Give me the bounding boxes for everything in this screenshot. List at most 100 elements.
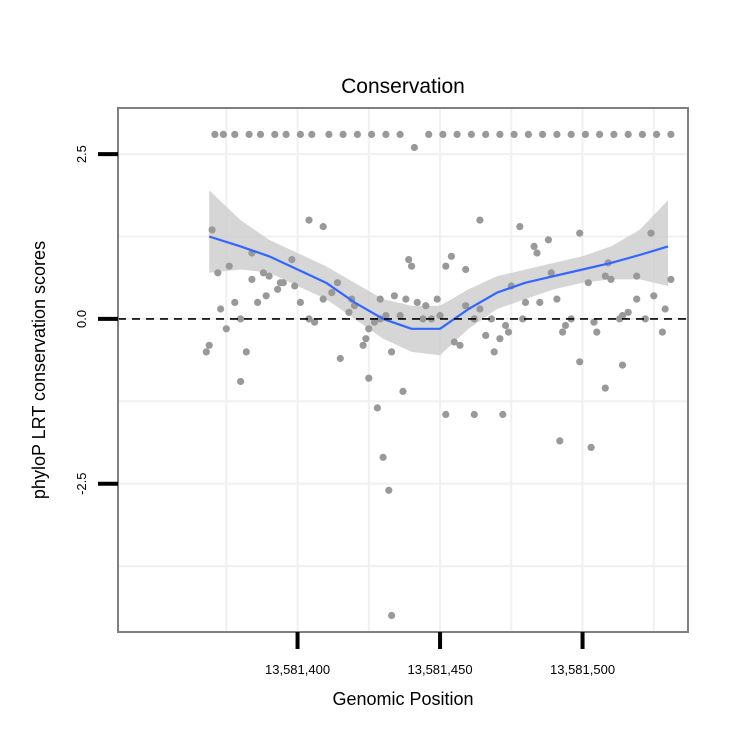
data-point (618, 361, 627, 369)
data-point (521, 298, 530, 306)
data-point (365, 374, 373, 382)
confidence-ribbon (209, 190, 668, 356)
data-point (256, 130, 265, 138)
data-point (396, 130, 404, 138)
data-point (553, 295, 561, 303)
data-point (231, 130, 239, 138)
data-point (450, 338, 458, 346)
data-point (388, 348, 396, 356)
data-point (376, 295, 384, 303)
data-point (219, 130, 227, 138)
data-point (222, 325, 230, 333)
y-tick-label: 0.0 (74, 310, 89, 328)
data-point (650, 292, 658, 300)
data-point (447, 252, 455, 260)
y-axis-label: phyloP LRT conservation scores (29, 241, 49, 499)
data-point (462, 265, 470, 274)
data-point (482, 130, 490, 138)
data-point (576, 358, 584, 366)
data-point (345, 308, 353, 316)
data-point (496, 130, 504, 138)
data-point (265, 272, 273, 280)
data-point (410, 143, 418, 152)
data-point (462, 302, 470, 310)
data-point (601, 384, 609, 392)
data-point (576, 229, 584, 237)
data-point (539, 130, 547, 138)
data-point (476, 305, 484, 313)
data-point (524, 130, 533, 138)
data-point (442, 410, 450, 419)
data-point (442, 262, 450, 270)
data-point (385, 486, 393, 494)
data-point (453, 130, 461, 138)
data-point (211, 130, 219, 138)
smooth-line (208, 235, 669, 330)
data-point (262, 292, 270, 300)
data-point (567, 130, 575, 138)
data-point (618, 312, 627, 320)
chart-title: Conservation (341, 75, 465, 98)
data-point (647, 229, 655, 237)
smooth-line-layer (208, 235, 669, 330)
data-point (396, 312, 404, 320)
data-point (319, 295, 327, 303)
data-point (359, 341, 367, 349)
y-tick-label: 2.5 (74, 145, 89, 163)
data-point (368, 130, 376, 138)
y-axis: 2.5 0.0 -2.5 (74, 145, 118, 495)
x-tick-label: 13,581,400 (265, 662, 330, 677)
x-tick-label: 13,581,450 (408, 662, 473, 677)
data-point (476, 216, 484, 224)
x-axis-label: Genomic Position (332, 689, 473, 709)
data-point (390, 292, 398, 300)
data-point (624, 308, 632, 316)
data-point (373, 404, 381, 412)
data-point (413, 298, 421, 306)
data-point (208, 226, 216, 234)
data-points-layer (202, 130, 675, 620)
data-point (328, 289, 336, 297)
data-point (365, 325, 373, 333)
data-point (370, 318, 379, 326)
data-point (456, 341, 464, 349)
data-point (556, 437, 564, 445)
data-point (482, 331, 490, 339)
data-point (610, 130, 618, 138)
data-point (425, 130, 433, 138)
data-point (607, 275, 615, 283)
data-point (553, 130, 561, 138)
data-point (487, 315, 495, 323)
data-point (231, 298, 239, 306)
data-point (422, 302, 430, 310)
data-point (593, 328, 601, 336)
data-point (641, 315, 649, 323)
data-point (259, 269, 267, 277)
plot-frame (117, 107, 689, 633)
data-point (214, 269, 222, 277)
data-point (581, 130, 590, 138)
data-point (205, 341, 213, 349)
data-point (362, 335, 370, 343)
data-point (536, 298, 544, 306)
data-point (584, 279, 592, 287)
data-point (502, 321, 510, 330)
data-point (658, 328, 667, 336)
data-point (590, 318, 598, 326)
data-point (596, 130, 604, 138)
data-point (305, 216, 313, 224)
data-point (439, 130, 447, 138)
data-point (296, 130, 304, 138)
data-point (399, 387, 407, 395)
data-point (325, 130, 333, 138)
data-point (237, 315, 245, 323)
data-point (382, 130, 390, 138)
data-point (248, 275, 256, 283)
data-point (402, 295, 410, 303)
data-point (308, 130, 316, 138)
data-point (587, 443, 595, 451)
data-point (559, 328, 567, 336)
data-point (319, 223, 327, 231)
